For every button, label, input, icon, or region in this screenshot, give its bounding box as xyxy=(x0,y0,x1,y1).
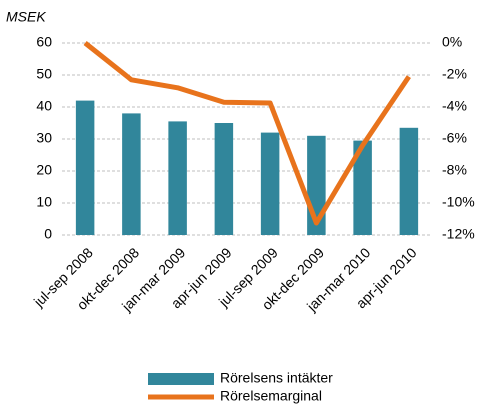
y2-tick-label: -6% xyxy=(442,130,467,146)
y-tick-label: 30 xyxy=(36,130,52,146)
bar xyxy=(168,121,187,235)
bar xyxy=(399,127,419,235)
y-tick-label: 50 xyxy=(36,66,52,82)
y-tick-label: 20 xyxy=(36,162,52,178)
y2-tick-label: -4% xyxy=(442,98,467,114)
line xyxy=(83,41,411,226)
y-tick-label: 0 xyxy=(44,226,52,242)
bar xyxy=(75,100,95,235)
bar xyxy=(353,140,372,235)
y2-tick-label: -12% xyxy=(442,226,475,242)
bar xyxy=(122,113,141,235)
y2-tick-label: 0% xyxy=(442,34,462,50)
y-tick-label: 40 xyxy=(36,98,52,114)
bar xyxy=(260,132,280,235)
y-axis-label: MSEK xyxy=(6,9,46,25)
legend-label: Rörelsemarginal xyxy=(220,388,322,404)
y-tick-label: 60 xyxy=(36,34,52,50)
y2-tick-label: -2% xyxy=(442,66,467,82)
y2-tick-label: -8% xyxy=(442,162,467,178)
y-tick-label: 10 xyxy=(36,194,52,210)
y2-tick-label: -10% xyxy=(442,194,475,210)
legend-label: Rörelsens intäkter xyxy=(220,370,333,386)
bar xyxy=(214,123,234,235)
legend-swatch xyxy=(148,373,214,385)
